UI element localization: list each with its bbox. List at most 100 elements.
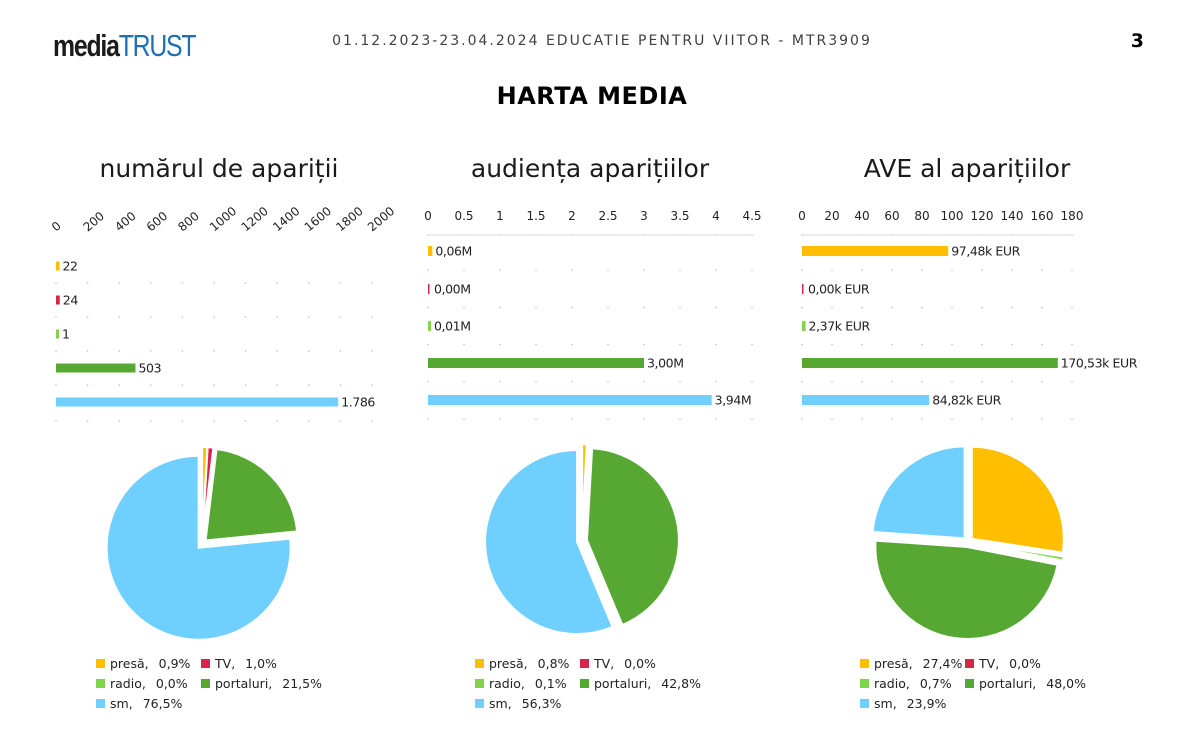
legend-item-sm: sm, 23,9%	[860, 696, 946, 711]
grid-dot-audienta-5-0	[427, 418, 429, 420]
tick-label-ave-1: 20	[824, 209, 839, 223]
grid-dot-numarul-3-1	[86, 384, 89, 386]
grid-dot-numarul-4-5	[213, 420, 215, 422]
legend-swatch-presa	[860, 659, 869, 668]
grid-dot-ave-5-2	[861, 418, 863, 420]
bar-numarul-radio	[56, 329, 59, 339]
legend-label-tv: TV	[215, 656, 232, 671]
tick-label-audienta-8: 4	[712, 209, 720, 223]
legend-item-presa: presă, 27,4%	[860, 656, 965, 671]
grid-dot-ave-5-1	[831, 418, 833, 420]
grid-dot-ave-1-9	[1071, 269, 1073, 271]
grid-dot-audienta-3-5	[607, 343, 609, 346]
grid-dot-ave-1-6	[981, 269, 983, 271]
legend-value-tv: 0,0%	[624, 656, 656, 671]
grid-dot-numarul-3-6	[244, 384, 247, 386]
grid-dot-ave-3-6	[981, 343, 983, 346]
grid-dot-numarul-4-6	[244, 420, 247, 422]
legend-label-portaluri: portaluri	[215, 676, 269, 691]
legend-value-radio: 0,7%	[919, 676, 952, 691]
grid-dot-audienta-4-7	[679, 380, 681, 383]
tick-label-audienta-0: 0	[424, 209, 432, 223]
grid-dot-numarul-1-8	[308, 316, 310, 318]
grid-dot-numarul-2-8	[308, 350, 310, 352]
grid-dot-audienta-3-3	[535, 343, 537, 346]
grid-dot-ave-5-4	[921, 418, 923, 420]
tick-label-ave-6: 120	[971, 209, 994, 223]
tick-label-audienta-1: 0.5	[454, 209, 473, 223]
grid-dot-audienta-1-9	[751, 269, 753, 271]
pie-slice-audienta-portaluri	[585, 447, 680, 627]
grid-dot-numarul-1-7	[276, 316, 279, 318]
tick-label-ave-9: 180	[1061, 209, 1084, 223]
tick-label-ave-8: 160	[1031, 209, 1054, 223]
grid-dot-numarul-0-3	[150, 282, 152, 284]
grid-dot-numarul-3-0	[55, 384, 57, 386]
grid-dot-numarul-4-10	[371, 420, 373, 422]
chart-title-ave: AVE al aparițiilor	[863, 154, 1071, 183]
grid-dot-numarul-4-8	[308, 420, 310, 422]
grid-dot-numarul-1-4	[181, 316, 184, 318]
grid-dot-audienta-1-0	[427, 269, 429, 271]
grid-dot-audienta-4-8	[715, 380, 717, 383]
grid-dot-numarul-2-6	[244, 350, 247, 352]
value-label-numarul-portaluri: 503	[138, 361, 161, 376]
grid-dot-ave-4-5	[951, 380, 953, 383]
grid-dot-ave-5-7	[1011, 418, 1013, 420]
tick-label-numarul-10: 2000	[365, 204, 397, 234]
grid-dot-ave-2-9	[1071, 306, 1073, 309]
grid-dot-audienta-3-2	[499, 343, 501, 346]
tick-label-audienta-9: 4.5	[742, 209, 761, 223]
grid-dot-audienta-1-4	[571, 269, 573, 271]
pie-slice-ave-presa	[970, 445, 1065, 554]
report-subtitle: 01.12.2023-23.04.2024 EDUCATIE PENTRU VI…	[332, 33, 872, 49]
grid-dot-numarul-4-9	[339, 420, 342, 422]
value-label-ave-portaluri: 170,53k EUR	[1061, 356, 1138, 371]
legend-swatch-radio	[860, 679, 869, 688]
tick-label-numarul-5: 1000	[207, 204, 239, 234]
grid-dot-numarul-1-5	[213, 316, 215, 318]
grid-dot-ave-1-1	[831, 269, 833, 271]
bar-ave-sm	[802, 395, 930, 405]
grid-dot-ave-1-3	[891, 269, 893, 271]
value-label-numarul-presa: 22	[62, 259, 77, 274]
grid-dot-ave-4-4	[921, 380, 923, 383]
grid-dot-ave-3-7	[1011, 343, 1013, 346]
legend-item-tv: TV, 0,0%	[580, 656, 656, 671]
grid-dot-ave-4-1	[831, 380, 833, 383]
legend-value-radio: 0,0%	[155, 676, 188, 691]
grid-dot-numarul-4-1	[86, 420, 89, 422]
grid-dot-numarul-2-1	[86, 350, 89, 352]
legend-label-tv: TV	[594, 656, 611, 671]
legend-swatch-sm	[475, 699, 484, 708]
grid-dot-audienta-3-9	[751, 343, 753, 346]
grid-dot-audienta-5-9	[751, 418, 753, 420]
legend-label-radio: radio	[110, 676, 142, 691]
grid-dot-numarul-4-3	[150, 420, 152, 422]
legend-item-tv: TV, 0,0%	[965, 656, 1041, 671]
legend-label-radio: radio	[874, 676, 906, 691]
grid-dot-numarul-3-2	[118, 384, 120, 386]
grid-dot-audienta-4-0	[427, 380, 429, 383]
grid-dot-audienta-4-9	[751, 380, 753, 383]
grid-dot-ave-1-7	[1011, 269, 1013, 271]
grid-dot-audienta-1-8	[715, 269, 717, 271]
pie-slice-audienta-sm	[484, 448, 614, 635]
grid-dot-numarul-0-6	[244, 282, 247, 284]
tick-label-numarul-8: 1600	[302, 204, 334, 234]
pie-slice-ave-sm	[871, 445, 966, 540]
grid-dot-numarul-3-5	[213, 384, 215, 386]
grid-dot-numarul-1-3	[150, 316, 152, 318]
chart-title-numarul: numărul de apariții	[99, 154, 339, 183]
page-title: HARTA MEDIA	[496, 82, 688, 110]
tick-label-ave-2: 40	[854, 209, 869, 223]
legend-value-portaluri: 42,8%	[661, 676, 701, 691]
grid-dot-ave-2-0	[801, 306, 803, 309]
grid-dot-ave-1-4	[921, 269, 923, 271]
grid-dot-audienta-2-6	[643, 306, 645, 309]
grid-dot-audienta-3-0	[427, 343, 429, 346]
grid-dot-audienta-5-7	[679, 418, 681, 420]
chart-title-audienta: audiența aparițiilor	[470, 154, 710, 183]
legend-label-presa: presă	[874, 656, 909, 671]
